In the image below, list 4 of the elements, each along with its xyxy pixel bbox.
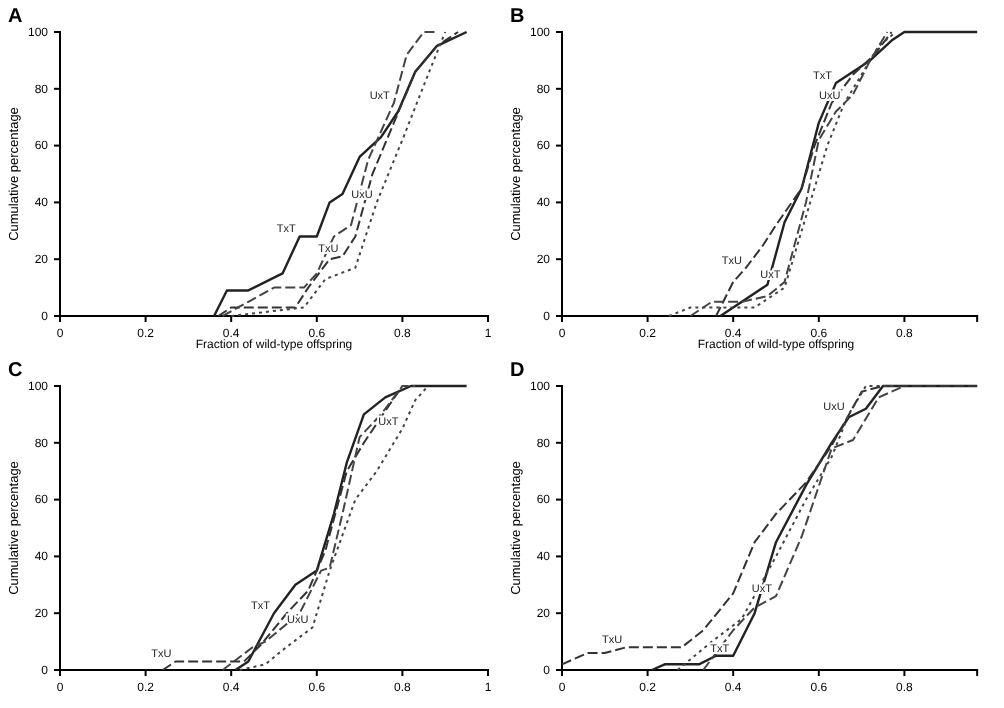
chart-title: C [8, 360, 23, 382]
chart-title: D [510, 360, 525, 382]
chart-title: B [510, 6, 525, 28]
chart-title: A [8, 6, 23, 28]
